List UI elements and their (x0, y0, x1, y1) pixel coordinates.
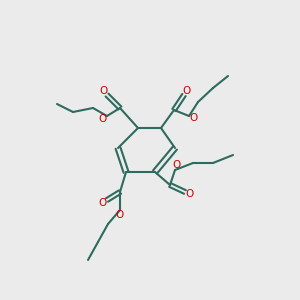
Text: O: O (185, 189, 194, 199)
Text: O: O (99, 86, 108, 97)
Text: O: O (183, 86, 191, 96)
Text: O: O (99, 114, 107, 124)
Text: O: O (190, 113, 198, 123)
Text: O: O (116, 210, 124, 220)
Text: O: O (172, 160, 181, 170)
Text: O: O (99, 198, 107, 208)
